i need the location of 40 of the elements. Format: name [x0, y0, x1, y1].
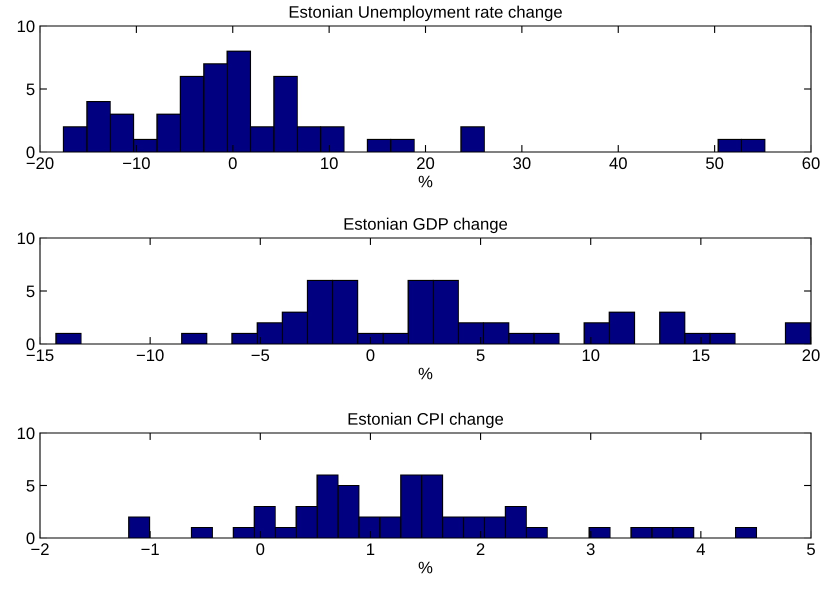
x-tick-label: −10 — [123, 157, 150, 170]
y-tick-label: 10 — [18, 20, 34, 32]
x-tick-label: 3 — [586, 543, 595, 556]
x-tick-label: 1 — [367, 543, 374, 555]
x-tick-label: 15 — [692, 349, 710, 362]
x-axis-title: % — [418, 368, 432, 380]
chart-title: Estonian CPI change — [348, 412, 504, 428]
x-tick-label: 30 — [513, 157, 530, 170]
x-tick-label: 2 — [476, 543, 484, 555]
x-tick-label: 0 — [256, 543, 264, 556]
y-tick-label: 0 — [26, 532, 34, 544]
x-tick-label: 0 — [366, 349, 374, 362]
x-tick-label: 20 — [417, 157, 434, 170]
x-tick-label: 20 — [802, 349, 820, 362]
x-tick-label: −10 — [136, 349, 164, 362]
x-tick-label: 40 — [609, 157, 627, 170]
y-tick-label: 0 — [26, 338, 34, 350]
x-tick-label: −2 — [31, 543, 49, 555]
x-tick-label: 50 — [706, 157, 724, 170]
x-axis-title: % — [418, 562, 432, 574]
y-tick-label: 5 — [26, 480, 34, 492]
x-tick-label: 5 — [476, 349, 485, 362]
chart-title: Estonian GDP change — [344, 218, 508, 234]
y-tick-label: 10 — [18, 232, 34, 244]
x-tick-label: −15 — [26, 349, 54, 362]
y-tick-label: 10 — [18, 427, 34, 440]
y-tick-label: 0 — [26, 146, 34, 158]
y-tick-label: 5 — [26, 286, 34, 298]
chart-title: Estonian Unemployment rate change — [290, 6, 562, 22]
x-tick-label: −1 — [141, 543, 159, 555]
y-tick-label: 5 — [26, 84, 34, 96]
x-axis-title: % — [418, 176, 432, 188]
x-tick-label: 10 — [321, 157, 338, 170]
x-tick-label: 10 — [582, 349, 600, 362]
x-tick-label: 4 — [696, 543, 706, 555]
x-tick-label: 5 — [807, 543, 815, 556]
x-tick-label: −20 — [26, 157, 54, 170]
x-tick-label: 0 — [228, 157, 237, 170]
x-tick-label: 60 — [802, 157, 820, 170]
x-tick-label: −5 — [252, 349, 270, 362]
